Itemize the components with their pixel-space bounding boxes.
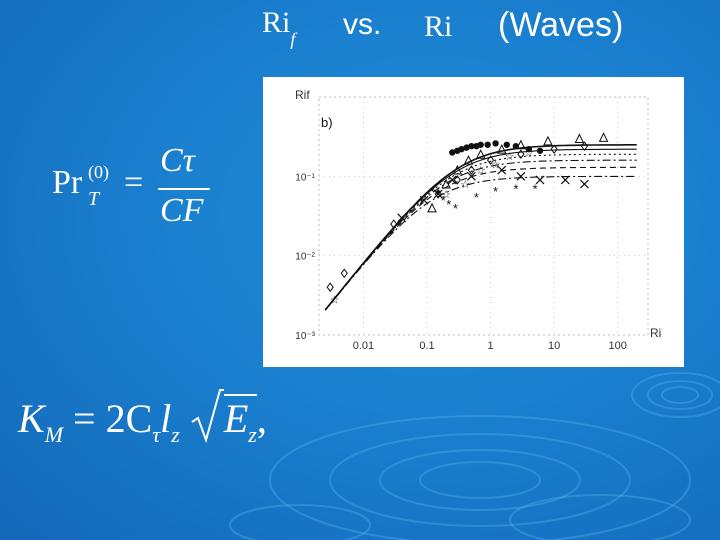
data-point-x xyxy=(433,189,443,199)
y-tick-label: 10⁻¹ xyxy=(295,172,315,183)
data-point-star: ☆ xyxy=(505,151,515,163)
data-point-asterisk: * xyxy=(436,187,441,202)
data-point-filled-circle xyxy=(449,149,456,156)
data-point-asterisk: * xyxy=(453,201,458,216)
eddy-viscosity-formula: KM = 2Cτlz Ez, xyxy=(18,388,348,458)
data-point-diamond xyxy=(453,175,461,185)
data-point-diamond xyxy=(486,155,495,165)
data-point-triangle xyxy=(516,139,526,150)
panel-label: b) xyxy=(321,115,333,130)
data-point-asterisk: * xyxy=(446,197,451,212)
data-point-x xyxy=(580,179,589,189)
data-point-diamond xyxy=(517,149,525,160)
model-curve xyxy=(324,159,637,311)
slide-title: Rif vs. Ri (Waves) xyxy=(0,4,720,49)
data-point-filled-circle xyxy=(477,141,484,148)
model-curve xyxy=(324,153,637,311)
data-point-filled-circle xyxy=(525,145,533,153)
data-point-star: ☆ xyxy=(460,179,470,191)
x-tick-label: 0.1 xyxy=(419,340,434,352)
data-point-x xyxy=(516,171,526,181)
y-tick-label: 10⁻² xyxy=(295,252,315,263)
data-point-asterisk: * xyxy=(493,184,498,199)
fraction-bar xyxy=(158,188,210,190)
data-point-diamond xyxy=(467,165,476,175)
data-point-x xyxy=(535,175,545,185)
data-point-triangle xyxy=(496,144,507,154)
title-ri: Ri xyxy=(424,10,453,43)
x-axis-label: Ri xyxy=(650,326,661,340)
sqrt-sign xyxy=(191,389,224,444)
y-axis-label: Rif xyxy=(295,88,310,102)
data-point-triangle xyxy=(543,135,553,146)
data-point-filled-circle xyxy=(503,141,510,148)
data-point-asterisk: * xyxy=(532,182,537,197)
data-point-star: ☆ xyxy=(330,295,340,307)
data-point-filled-circle xyxy=(468,142,475,150)
prandtl-formula: Pr (0) T = Cτ CF xyxy=(52,142,212,238)
data-point-star: ☆ xyxy=(441,189,451,201)
data-point-asterisk: * xyxy=(441,193,446,208)
data-point-x xyxy=(447,175,457,185)
y-tick-label: 10⁻³ xyxy=(295,331,315,342)
data-point-triangle xyxy=(574,133,585,143)
model-curve xyxy=(324,175,637,311)
data-point-diamond xyxy=(390,219,398,229)
x-tick-label: 0.01 xyxy=(353,340,374,352)
plot-frame xyxy=(318,96,649,336)
data-point-x xyxy=(466,171,476,181)
data-point-x xyxy=(497,165,507,175)
data-point-triangle xyxy=(598,132,609,142)
data-point-asterisk: * xyxy=(513,182,518,197)
data-point-diamond xyxy=(580,141,589,152)
data-point-asterisk: * xyxy=(429,184,434,199)
data-point-triangle xyxy=(463,155,474,165)
data-point-filled-circle xyxy=(463,144,470,151)
title-vs: vs. xyxy=(343,8,382,41)
x-tick-label: 100 xyxy=(608,340,626,352)
data-point-x xyxy=(397,213,407,223)
data-point-x xyxy=(560,175,570,185)
data-point-star: ☆ xyxy=(476,165,486,177)
data-point-filled-circle xyxy=(484,141,491,148)
data-point-star: ☆ xyxy=(524,147,534,159)
data-point-diamond xyxy=(550,144,558,155)
data-point-filled-circle xyxy=(492,140,499,147)
data-point-filled-circle xyxy=(536,147,544,154)
title-rif: Rif xyxy=(262,6,296,49)
title-waves: (Waves) xyxy=(498,6,624,44)
data-point-star: ☆ xyxy=(491,160,501,172)
model-curve xyxy=(324,166,637,311)
data-point-diamond xyxy=(340,268,348,279)
data-point-diamond xyxy=(326,282,334,293)
data-point-triangle xyxy=(427,202,437,213)
x-tick-label: 1 xyxy=(487,340,493,352)
data-point-filled-circle xyxy=(458,145,465,153)
data-point-asterisk: * xyxy=(474,190,479,205)
data-point-x xyxy=(419,195,429,205)
data-point-triangle xyxy=(452,164,463,175)
data-point-triangle xyxy=(475,149,486,159)
plot-panel: 0.01 0.1 1 10 100 10⁻¹ 10⁻² 10⁻³ Rif Ri b) ☆ ☆ ☆ ☆ ☆ ☆ ☆ *… xyxy=(263,77,684,367)
data-point-triangle xyxy=(441,178,451,189)
x-tick-label: 10 xyxy=(548,340,560,352)
